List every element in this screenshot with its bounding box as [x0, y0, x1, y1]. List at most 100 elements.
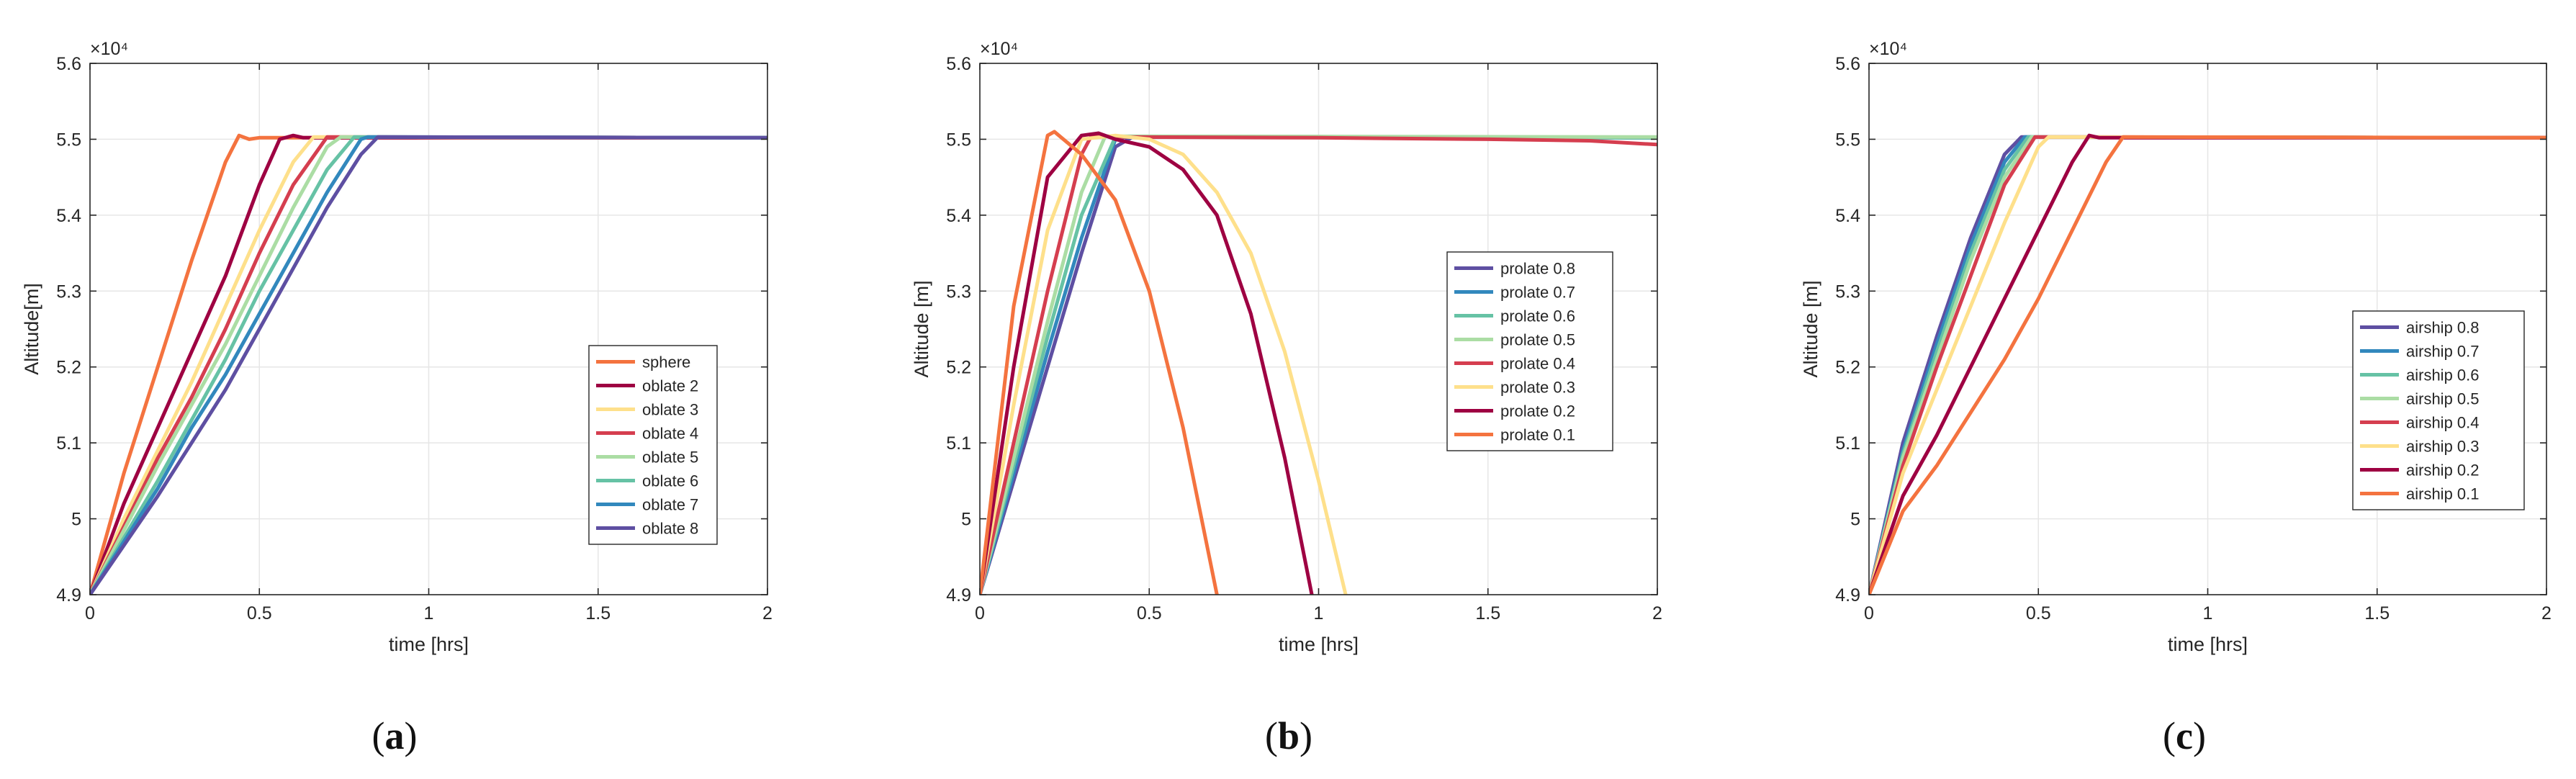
- legend-box: [588, 345, 718, 545]
- x-tick-label: 2: [2541, 603, 2552, 623]
- panel-caption: (b): [1265, 714, 1312, 757]
- y-tick-label: 5.6: [946, 54, 971, 74]
- y-axis-label: Altitude[m]: [21, 283, 42, 375]
- y-axis-label: Altitude [m]: [911, 280, 932, 377]
- series-line: [90, 133, 767, 595]
- legend-box: [1446, 251, 1613, 451]
- legend-entry-label: airship 0.6: [2406, 366, 2480, 384]
- y-tick-label: 5.3: [946, 282, 971, 302]
- series-line: [90, 135, 767, 595]
- series-line: [90, 135, 767, 595]
- panel-caption: (c): [2163, 714, 2206, 757]
- y-tick-label: 5.6: [56, 54, 81, 74]
- x-tick-label: 0.5: [1137, 603, 1162, 623]
- chart-panel-c: 0 0.5 1 1.5 2 4.9 5 5.1 5.2 5.3 5.4 5.5 5.6 ×10⁴ time …: [1800, 39, 2552, 655]
- y-tick-label: 5.6: [1835, 54, 1860, 74]
- y-tick-label: 5.5: [56, 130, 81, 150]
- y-tick-label: 4.9: [1835, 585, 1860, 605]
- y-tick-label: 5.1: [1835, 433, 1860, 454]
- x-tick-label: 1.5: [585, 603, 611, 623]
- y-tick-label: 5.1: [56, 433, 81, 454]
- y-tick-label: 5.3: [56, 282, 81, 302]
- x-tick-label: 0: [1864, 603, 1874, 623]
- series-line: [1869, 135, 2546, 595]
- y-tick-label: 5.2: [946, 358, 971, 378]
- series-line: [90, 135, 767, 595]
- series-group: [1869, 133, 2546, 595]
- legend-entry-label: oblate 2: [642, 377, 698, 395]
- legend-entry-label: airship 0.3: [2406, 438, 2480, 456]
- series-line: [1869, 133, 2546, 595]
- x-axis-label: time [hrs]: [389, 634, 469, 655]
- series-line: [980, 130, 1219, 595]
- legend-entry-label: prolate 0.7: [1500, 284, 1575, 302]
- x-tick-label: 1.5: [2364, 603, 2390, 623]
- series-line: [980, 131, 1314, 595]
- series-group: [980, 130, 1657, 595]
- x-tick-label: 0.5: [2026, 603, 2051, 623]
- x-axis-label: time [hrs]: [2168, 634, 2248, 655]
- y-tick-label: 4.9: [56, 585, 81, 605]
- y-exponent-label: ×10⁴: [1869, 39, 1907, 59]
- legend-entry-label: airship 0.1: [2406, 485, 2480, 503]
- series-line: [1869, 135, 2546, 595]
- y-tick-label: 5.4: [56, 206, 81, 226]
- y-tick-label: 5: [1850, 510, 1860, 530]
- y-axis-label: Altitude [m]: [1800, 280, 1821, 377]
- chart-panel-a: 0 0.5 1 1.5 2 4.9 5 5.1 5.2 5.3 5.4 5.5 5.6 ×10⁴ time …: [21, 39, 773, 655]
- legend-entry-label: prolate 0.8: [1500, 260, 1575, 278]
- legend-entry-label: prolate 0.5: [1500, 331, 1575, 349]
- legend-entry-label: prolate 0.6: [1500, 307, 1575, 325]
- y-tick-label: 5.5: [1835, 130, 1860, 150]
- series-line: [90, 135, 767, 595]
- legend-entry-label: oblate 8: [642, 520, 698, 538]
- x-tick-label: 2: [1652, 603, 1662, 623]
- legend-entry-label: airship 0.5: [2406, 390, 2480, 408]
- y-tick-label: 5.4: [946, 206, 971, 226]
- x-axis-label: time [hrs]: [1279, 634, 1359, 655]
- legend: prolate 0.8 prolate 0.7 prolate 0.6 prolate…: [1446, 251, 1613, 451]
- legend-entry-label: oblate 7: [642, 496, 698, 514]
- series-line: [1869, 135, 2546, 595]
- series-line: [90, 135, 767, 595]
- x-tick-label: 0: [975, 603, 985, 623]
- y-tick-label: 5.2: [1835, 358, 1860, 378]
- y-tick-label: 5.2: [56, 358, 81, 378]
- legend-entry-label: airship 0.8: [2406, 319, 2480, 337]
- y-tick-label: 5: [71, 510, 81, 530]
- legend: airship 0.8 airship 0.7 airship 0.6 airship…: [2352, 310, 2525, 510]
- x-tick-label: 0: [85, 603, 95, 623]
- chart-panel-b: 0 0.5 1 1.5 2 4.9 5 5.1 5.2 5.3 5.4 5.5 5.6 ×10⁴ time …: [911, 39, 1662, 655]
- legend-entry-label: oblate 6: [642, 472, 698, 490]
- y-exponent-label: ×10⁴: [90, 39, 128, 59]
- legend-entry-label: sphere: [642, 354, 690, 372]
- series-line: [1869, 135, 2546, 595]
- legend-entry-label: prolate 0.4: [1500, 355, 1575, 373]
- y-tick-label: 4.9: [946, 585, 971, 605]
- y-exponent-label: ×10⁴: [980, 39, 1018, 59]
- y-tick-label: 5.5: [946, 130, 971, 150]
- x-tick-label: 1: [2203, 603, 2213, 623]
- series-line: [90, 133, 767, 595]
- legend-entry-label: airship 0.7: [2406, 343, 2480, 361]
- series-line: [90, 135, 767, 595]
- series-line: [980, 133, 1348, 595]
- legend-entry-label: prolate 0.2: [1500, 402, 1575, 420]
- y-tick-label: 5: [961, 510, 971, 530]
- legend-entry-label: prolate 0.1: [1500, 426, 1575, 444]
- legend-entry-label: oblate 4: [642, 425, 698, 443]
- x-tick-label: 2: [762, 603, 773, 623]
- legend-entry-label: airship 0.4: [2406, 414, 2480, 432]
- legend-box: [2352, 310, 2525, 510]
- x-tick-label: 1.5: [1475, 603, 1500, 623]
- x-tick-label: 0.5: [247, 603, 272, 623]
- y-tick-label: 5.3: [1835, 282, 1860, 302]
- legend-entry-label: oblate 3: [642, 401, 698, 419]
- legend-entry-label: oblate 5: [642, 449, 698, 467]
- legend-entry-label: prolate 0.3: [1500, 379, 1575, 397]
- y-tick-label: 5.4: [1835, 206, 1860, 226]
- legend-entry-label: airship 0.2: [2406, 461, 2480, 479]
- panel-caption: (a): [372, 714, 418, 757]
- legend: sphere oblate 2 oblate 3 oblate 4 oblate 5 ob…: [588, 345, 718, 545]
